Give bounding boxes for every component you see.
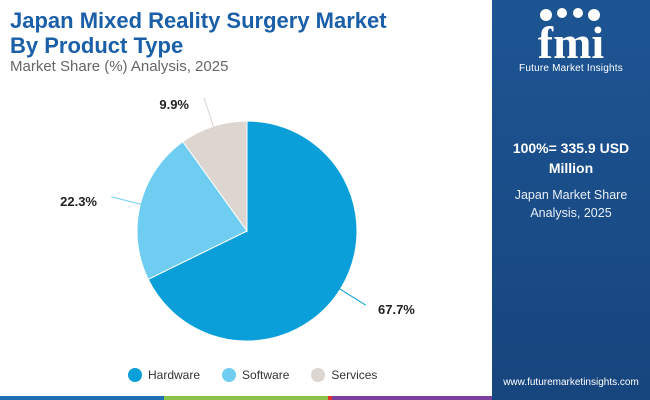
legend-item-software: Software [222, 368, 289, 382]
bar-segment-blue [0, 396, 164, 400]
logo-wordmark: fmi [538, 17, 605, 62]
title-line-1: Japan Mixed Reality Surgery Market [10, 8, 387, 33]
chart-title: Japan Mixed Reality Surgery Market By Pr… [10, 8, 387, 58]
legend-swatch-software [222, 368, 237, 382]
market-total-line-1: 100%= 335.9 USD [512, 140, 630, 156]
market-total: 100%= 335.9 USD Million [498, 138, 644, 178]
leader-line-services [203, 97, 215, 129]
brand-name: Future Market Insights [519, 63, 623, 74]
data-label-hardware: 67.7% [378, 302, 415, 317]
chart-subtitle: Market Share (%) Analysis, 2025 [10, 58, 229, 75]
website-link[interactable]: www.futuremarketinsights.com [503, 377, 639, 388]
legend-swatch-services [311, 368, 326, 382]
legend-item-hardware: Hardware [128, 368, 200, 382]
side-panel: fmi Future Market Insights 100%= 335.9 U… [492, 0, 650, 400]
data-label-software: 22.3% [60, 194, 97, 209]
leader-line-hardware [338, 287, 367, 306]
market-share-caption: Japan Market Share Analysis, 2025 [498, 186, 644, 222]
legend-label-services: Services [331, 368, 378, 382]
bar-segment-red [328, 396, 332, 400]
legend-swatch-hardware [128, 368, 142, 382]
bar-segment-green [164, 396, 328, 400]
market-total-line-2: Million [548, 160, 594, 176]
legend-item-services: Services [311, 368, 377, 382]
legend-label-hardware: Hardware [148, 368, 201, 382]
leader-line-software [111, 196, 143, 206]
data-label-services: 9.9% [159, 97, 189, 112]
market-share-line-2: Analysis, 2025 [530, 206, 612, 220]
fmi-logo-icon: fmi [538, 8, 605, 62]
bar-segment-purple [332, 396, 492, 400]
bottom-color-bar [0, 396, 492, 400]
brand-logo: fmi Future Market Insights [492, 6, 650, 74]
pie-chart: 67.7% 22.3% 9.9% [60, 97, 415, 342]
title-line-2: By Product Type [10, 33, 184, 58]
market-share-line-1: Japan Market Share [514, 188, 628, 202]
legend: Hardware Software Services [128, 368, 399, 382]
legend-label-software: Software [242, 368, 290, 382]
